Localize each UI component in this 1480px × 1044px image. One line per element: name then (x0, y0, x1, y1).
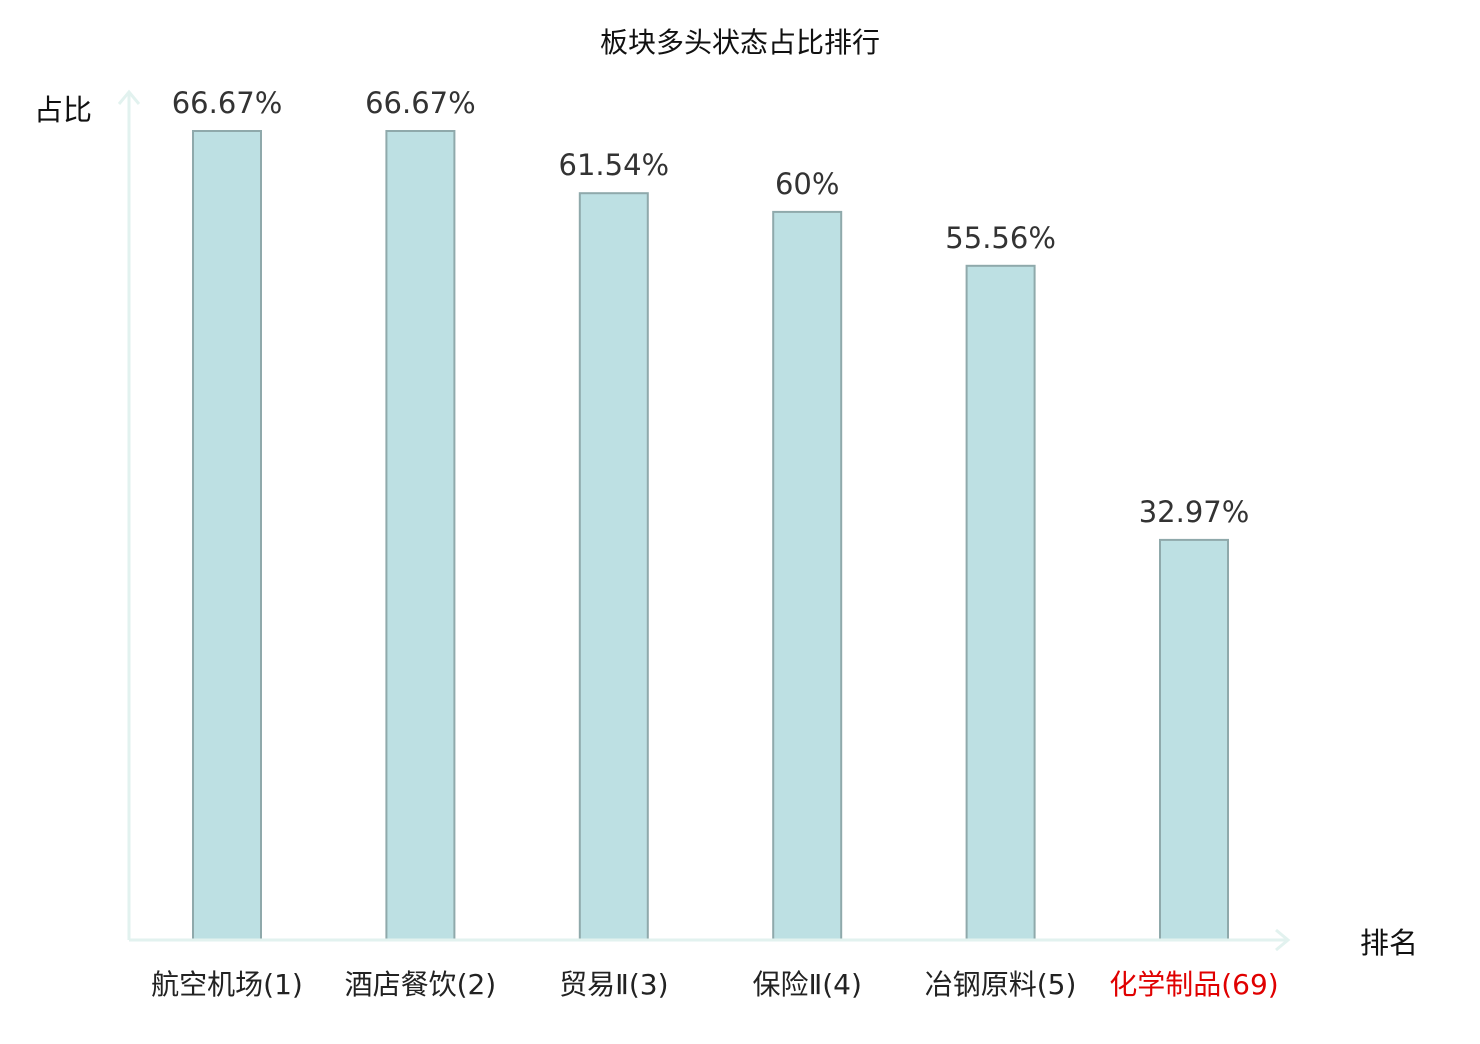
y-axis-label: 占比 (34, 93, 92, 127)
x-tick-label: 冶钢原料(5) (925, 968, 1077, 1001)
y-axis-arrow (117, 89, 141, 105)
x-tick-label: 酒店餐饮(2) (345, 968, 497, 1001)
bar (965, 264, 1036, 941)
bars-layer (192, 130, 1229, 942)
bar-value-label: 55.56% (945, 221, 1056, 255)
category-labels-layer: 航空机场(1) 酒店餐饮(2) 贸易Ⅱ(3) 保险Ⅱ(4) 冶钢原料(5) 化学制品(69… (151, 968, 1279, 1001)
value-labels-layer: 66.67% 66.67% 61.54% 60% 55.56% 32.97% (172, 86, 1250, 529)
bar-value-label: 66.67% (365, 86, 476, 120)
bar (1159, 538, 1229, 942)
x-tick-label: 化学制品(69) (1109, 968, 1278, 1001)
bar-value-label: 32.97% (1139, 495, 1250, 529)
x-tick-label: 保险Ⅱ(4) (752, 968, 861, 1001)
x-tick-label: 航空机场(1) (151, 968, 303, 1001)
chart-title: 板块多头状态占比排行 (600, 26, 880, 59)
bar-value-label: 61.54% (559, 148, 670, 182)
bar (192, 130, 262, 941)
bar-value-label: 60% (775, 167, 839, 201)
x-axis-arrow (1275, 928, 1291, 952)
bar (578, 192, 649, 941)
bar-value-label: 66.67% (172, 86, 283, 120)
x-axis-label: 排名 (1360, 926, 1418, 960)
axes-layer (117, 89, 1291, 952)
bar (772, 210, 843, 941)
x-tick-label: 贸易Ⅱ(3) (559, 968, 668, 1001)
bar (385, 130, 456, 941)
